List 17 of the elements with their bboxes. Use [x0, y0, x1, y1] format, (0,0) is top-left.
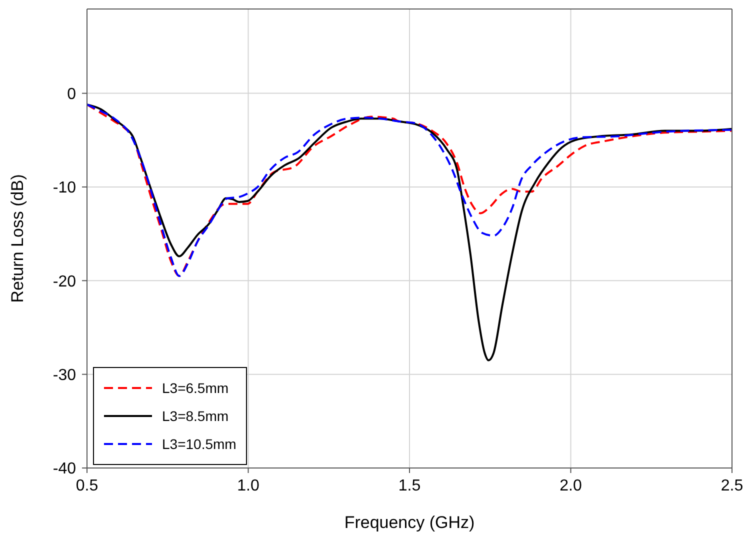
y-tick-label: -20 — [52, 273, 76, 290]
x-tick-label: 1.0 — [237, 477, 260, 494]
y-tick-label: -40 — [52, 460, 76, 478]
legend-label: L3=6.5mm — [162, 380, 229, 396]
y-tick-label: 0 — [67, 86, 76, 103]
x-tick-label: 1.5 — [398, 477, 421, 494]
x-tick-label: 2.5 — [720, 477, 744, 494]
y-tick-label: -10 — [52, 180, 76, 197]
line-series — [87, 104, 732, 277]
x-tick-label: 0.5 — [76, 477, 98, 494]
x-tick-label: 2.0 — [560, 477, 582, 494]
legend-label: L3=8.5mm — [162, 408, 229, 424]
y-axis-title: Return Loss (dB) — [8, 174, 28, 303]
legend-label: L3=10.5mm — [162, 436, 236, 452]
line-series — [87, 104, 732, 362]
x-axis-title: Frequency (GHz) — [344, 513, 475, 532]
y-tick-label: -30 — [52, 367, 76, 384]
